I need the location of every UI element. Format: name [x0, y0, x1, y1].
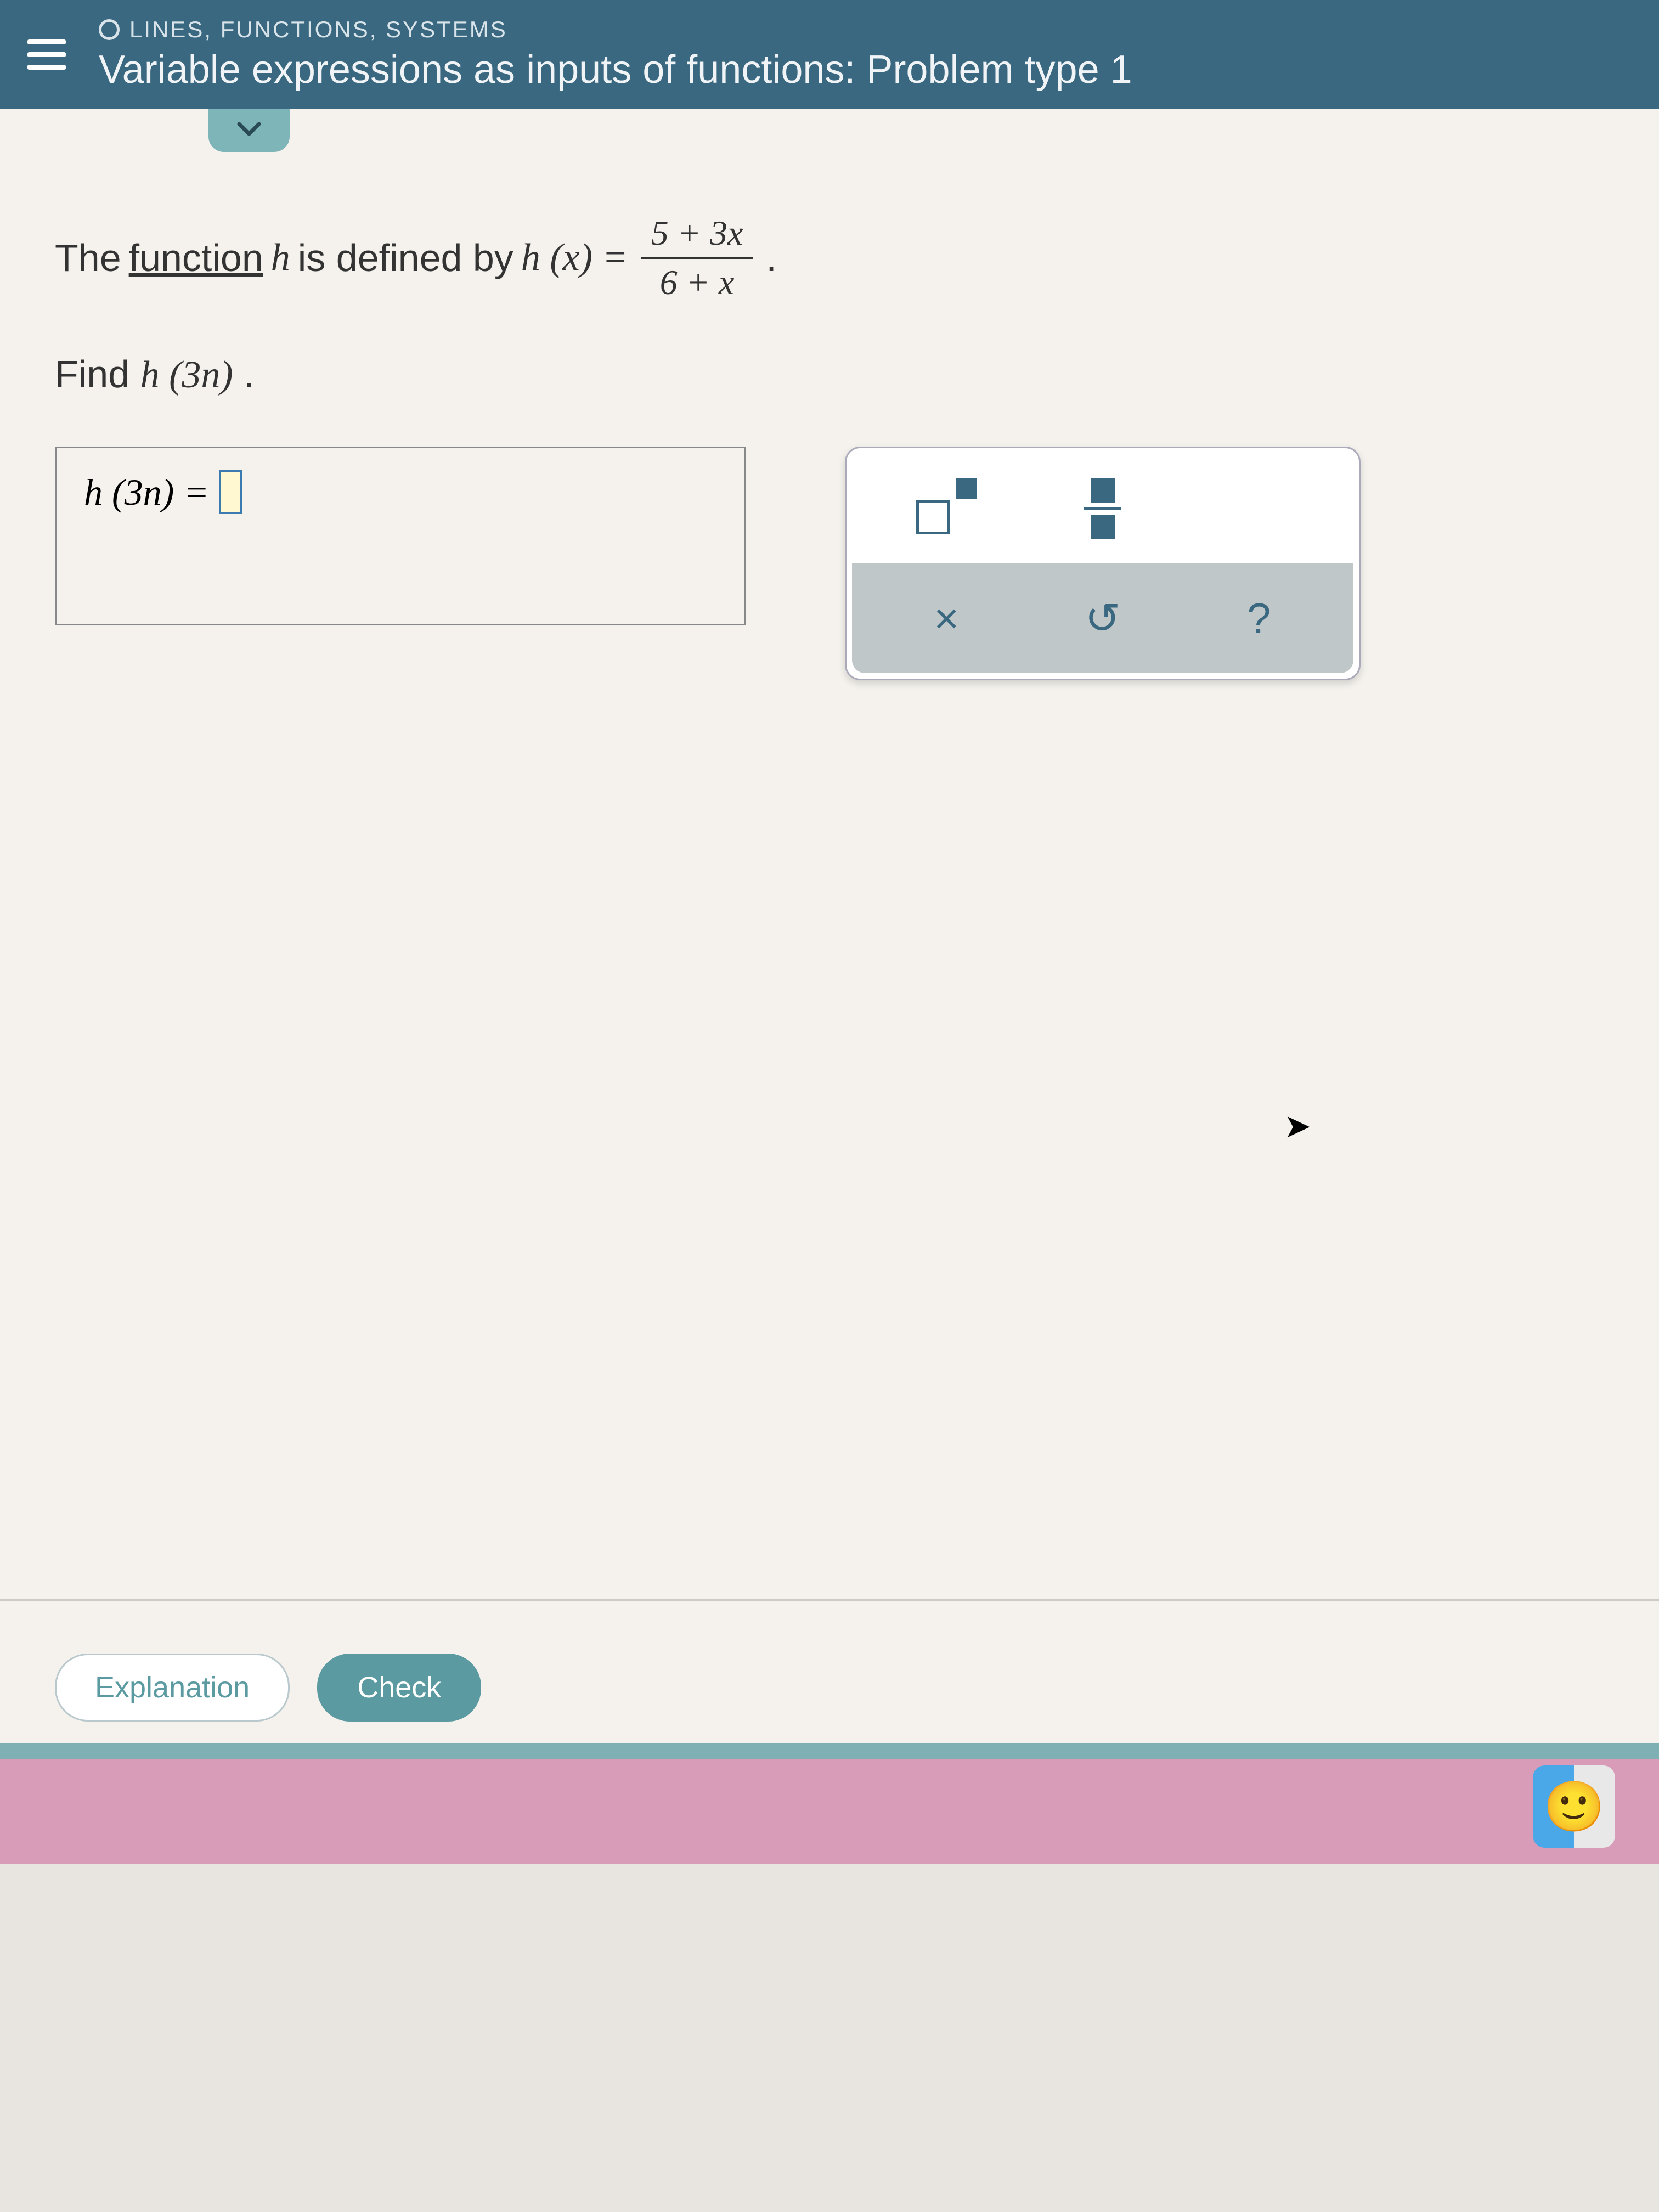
explanation-button[interactable]: Explanation: [55, 1654, 290, 1722]
clear-button[interactable]: ×: [897, 585, 996, 651]
find-expr: h (3n): [140, 354, 233, 396]
help-button[interactable]: ?: [1210, 585, 1308, 651]
circle-icon: [99, 19, 120, 40]
func-name: h: [271, 236, 290, 280]
answer-box[interactable]: h (3n) =: [55, 447, 746, 625]
footer-buttons: Explanation Check: [55, 1654, 481, 1722]
dropdown-tab[interactable]: [208, 109, 290, 152]
app-header: LINES, FUNCTIONS, SYSTEMS Variable expre…: [0, 0, 1659, 109]
menu-icon[interactable]: [27, 40, 66, 70]
undo-icon: ↺: [1085, 594, 1120, 644]
cursor-icon: ➤: [1284, 1107, 1311, 1146]
answer-input[interactable]: [219, 470, 242, 514]
fraction-icon: [1084, 478, 1121, 539]
toolbox-row-bottom: × ↺ ?: [852, 563, 1353, 673]
exponent-icon: [916, 478, 977, 539]
page-title: Variable expressions as inputs of functi…: [99, 47, 1632, 92]
finder-icon[interactable]: 🙂: [1533, 1765, 1615, 1848]
exponent-tool[interactable]: [897, 476, 996, 541]
bottom-strip: 🙂: [0, 1743, 1659, 1864]
intro-suffix: is defined by: [298, 236, 514, 280]
close-icon: ×: [934, 594, 960, 644]
chevron-down-icon: [236, 121, 262, 137]
divider: [0, 1599, 1659, 1601]
problem-line-2: Find h (3n) .: [55, 352, 1604, 397]
fraction: 5 + 3x 6 + x: [641, 213, 753, 303]
answer-lhs: h (3n): [84, 471, 174, 514]
function-link[interactable]: function: [129, 236, 263, 280]
problem-statement: The function h is defined by h (x) = 5 +…: [55, 213, 1604, 397]
help-icon: ?: [1247, 594, 1271, 644]
find-period: .: [244, 353, 254, 396]
breadcrumb-label: LINES, FUNCTIONS, SYSTEMS: [129, 16, 507, 43]
problem-line-1: The function h is defined by h (x) = 5 +…: [55, 213, 1604, 303]
toolbox-row-top: [852, 454, 1353, 563]
intro-prefix: The: [55, 236, 121, 280]
fraction-numerator: 5 + 3x: [641, 213, 753, 259]
find-prefix: Find: [55, 353, 140, 396]
period: .: [766, 236, 776, 280]
toolbox: × ↺ ?: [845, 447, 1361, 680]
answer-row: h (3n) = ×: [55, 447, 1604, 680]
content-area: The function h is defined by h (x) = 5 +…: [0, 109, 1659, 1864]
check-button[interactable]: Check: [317, 1654, 481, 1722]
fraction-tool[interactable]: [1053, 476, 1152, 541]
func-expr: h (x) =: [521, 236, 628, 280]
undo-button[interactable]: ↺: [1053, 585, 1152, 651]
fraction-denominator: 6 + x: [650, 259, 744, 303]
header-text: LINES, FUNCTIONS, SYSTEMS Variable expre…: [99, 16, 1632, 92]
answer-equals: =: [184, 471, 209, 514]
breadcrumb: LINES, FUNCTIONS, SYSTEMS: [99, 16, 1632, 43]
